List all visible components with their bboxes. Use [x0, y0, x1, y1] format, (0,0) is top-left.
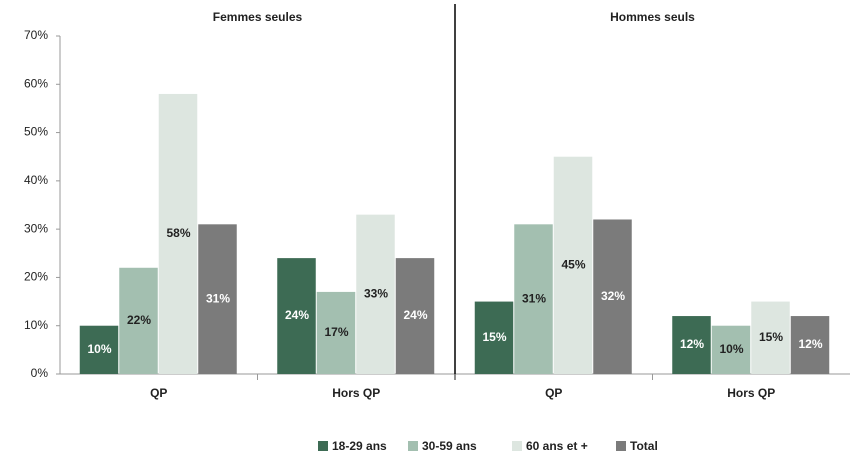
bar — [672, 316, 711, 374]
bar — [198, 224, 237, 374]
value-label: 33% — [364, 287, 388, 301]
value-label: 12% — [798, 337, 822, 351]
bar — [593, 219, 632, 374]
y-tick-label: 50% — [24, 125, 48, 139]
y-tick-label: 60% — [24, 76, 48, 90]
y-tick-label: 30% — [24, 221, 48, 235]
bar — [79, 325, 119, 374]
value-label: 32% — [601, 289, 625, 303]
value-label: 45% — [561, 258, 585, 272]
bar — [514, 224, 553, 374]
value-label: 24% — [403, 308, 427, 322]
legend-swatch — [512, 441, 522, 451]
x-tick-label: Hors QP — [727, 386, 775, 400]
value-label: 15% — [482, 330, 506, 344]
legend-swatch — [616, 441, 626, 451]
x-tick-label: Hors QP — [332, 386, 380, 400]
group-title: Femmes seules — [213, 10, 303, 24]
group-title: Hommes seuls — [610, 10, 695, 24]
value-label: 24% — [285, 308, 309, 322]
bar — [158, 93, 198, 374]
value-label: 10% — [87, 342, 111, 356]
x-tick-label: QP — [545, 386, 562, 400]
value-label: 12% — [680, 337, 704, 351]
x-tick-label: QP — [150, 386, 167, 400]
bar — [119, 267, 158, 374]
legend-swatch — [408, 441, 418, 451]
legend-label: 60 ans et + — [526, 439, 588, 453]
legend-label: 18-29 ans — [332, 439, 387, 453]
value-label: 10% — [719, 342, 743, 356]
bar — [711, 325, 751, 374]
bar — [277, 258, 316, 374]
bar — [395, 258, 435, 374]
y-tick-label: 40% — [24, 173, 48, 187]
value-label: 22% — [127, 313, 151, 327]
y-tick-label: 10% — [24, 318, 48, 332]
value-label: 31% — [522, 291, 546, 305]
bar — [553, 156, 593, 374]
value-label: 15% — [759, 330, 783, 344]
bar — [751, 301, 790, 374]
y-tick-label: 20% — [24, 270, 48, 284]
legend-label: Total — [630, 439, 658, 453]
y-tick-label: 0% — [31, 366, 49, 380]
y-tick-label: 70% — [24, 28, 48, 42]
legend-label: 30-59 ans — [422, 439, 477, 453]
value-label: 17% — [324, 325, 348, 339]
bar — [316, 291, 356, 374]
bar — [474, 301, 514, 374]
bar — [790, 316, 830, 374]
bar — [356, 214, 395, 374]
value-label: 31% — [206, 291, 230, 305]
legend-swatch — [318, 441, 328, 451]
value-label: 58% — [166, 226, 190, 240]
